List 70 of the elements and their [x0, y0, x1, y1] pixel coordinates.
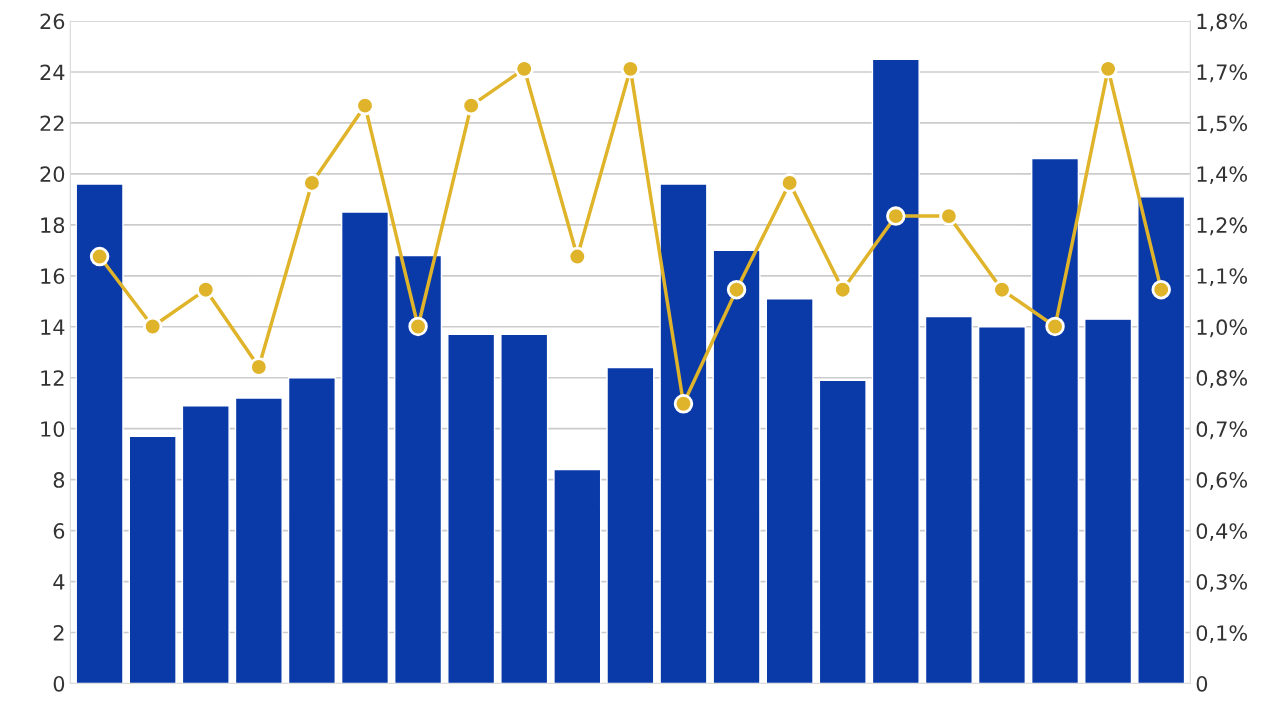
point: [939, 206, 959, 226]
bar: [924, 315, 973, 684]
bar: [128, 435, 177, 684]
point: [1045, 316, 1065, 337]
bar: [553, 468, 602, 684]
point: [620, 59, 641, 79]
y2-tick-label: 1,0%: [1197, 319, 1248, 338]
point: [89, 246, 110, 267]
bar: [1030, 157, 1080, 684]
bar: [394, 254, 443, 684]
y2-tick-label: 0,4%: [1196, 523, 1248, 542]
point: [355, 95, 375, 116]
y-tick-label: 2: [53, 624, 64, 641]
bar: [1137, 196, 1186, 684]
y-tick-label: 0: [53, 675, 65, 692]
point: [992, 279, 1012, 300]
bar: [871, 58, 920, 684]
point: [1098, 59, 1118, 79]
bar: [977, 326, 1027, 684]
bar: [181, 405, 230, 684]
bar: [500, 333, 549, 684]
point: [567, 246, 588, 267]
y2-tick-label: 0,1%: [1196, 625, 1248, 644]
point: [779, 173, 800, 193]
y-tick-label: 4: [53, 574, 65, 590]
bar: [75, 183, 124, 684]
point: [833, 279, 853, 300]
y-tick-label: 12: [41, 370, 64, 386]
y-tick-label: 6: [53, 523, 65, 539]
y2-tick-label: 1,1%: [1197, 268, 1248, 287]
bar: [659, 183, 708, 684]
y2-tick-label: 0,8%: [1196, 370, 1248, 388]
y2-tick-label: 0,6%: [1196, 472, 1248, 490]
point: [249, 357, 269, 377]
point: [673, 394, 694, 414]
point: [726, 279, 747, 300]
point: [461, 95, 481, 116]
y-tick-label: 20: [40, 166, 65, 183]
y-tick-label: 14: [41, 319, 65, 335]
bar: [340, 211, 390, 684]
y2-tick-label: 0: [1196, 675, 1208, 692]
bar: [1084, 318, 1133, 684]
y-tick-label: 16: [41, 268, 65, 285]
y2-tick-label: 1,7%: [1197, 64, 1248, 83]
y2-tick-label: 0,3%: [1196, 573, 1248, 592]
point: [142, 316, 163, 337]
point: [408, 316, 428, 337]
point: [196, 279, 216, 300]
y2-tick-label: 1,2%: [1197, 217, 1248, 236]
y-tick-label: 26: [40, 13, 65, 30]
y-tick-label: 8: [53, 472, 65, 488]
bar: [818, 379, 867, 684]
bar: [234, 397, 283, 684]
bar: [287, 377, 336, 684]
point: [1151, 279, 1171, 300]
y2-tick-label: 1,4%: [1197, 166, 1248, 185]
y-tick-label: 22: [40, 115, 64, 131]
y2-tick-label: 1,5%: [1197, 115, 1248, 134]
bar: [447, 333, 496, 684]
y-tick-label: 18: [41, 217, 65, 234]
bar: [712, 249, 761, 684]
y2-tick-label: 0,7%: [1196, 421, 1248, 440]
y2-tick-label: 1,8%: [1197, 13, 1248, 32]
bar: [765, 298, 814, 684]
point: [886, 206, 906, 226]
point: [302, 173, 322, 193]
y-tick-label: 24: [40, 64, 65, 80]
bar: [606, 366, 655, 684]
point: [514, 59, 534, 79]
y-tick-label: 10: [41, 421, 65, 437]
